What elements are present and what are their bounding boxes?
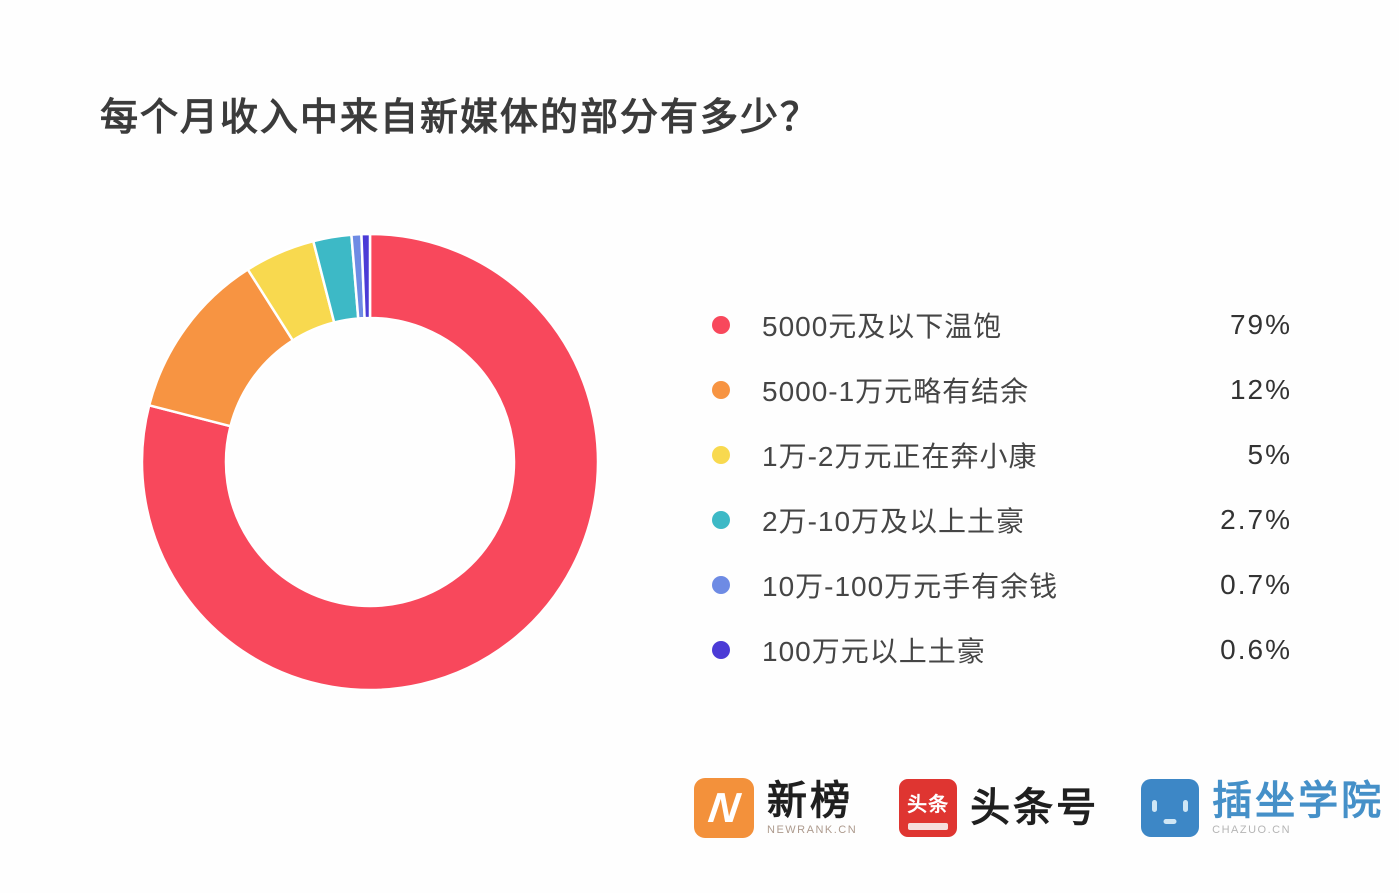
legend-value: 0.6% [1220, 633, 1292, 665]
legend-label: 100万元以上土豪 [762, 635, 986, 667]
chazuo-face-icon [1141, 779, 1200, 837]
legend-value: 0.7% [1220, 568, 1292, 600]
legend-value: 5% [1247, 438, 1292, 470]
chazuo-logo: 插坐学院 CHAZUO.CN [1141, 779, 1384, 837]
legend-label: 5000-1万元略有结余 [762, 375, 1030, 407]
legend-dot-icon [712, 380, 730, 399]
toutiao-strip [907, 823, 949, 830]
legend-label: 1万-2万元正在奔小康 [762, 440, 1038, 472]
toutiao-text: 头条号 [970, 787, 1099, 829]
legend-dot-icon [712, 315, 730, 334]
chazuo-eye-right [1183, 800, 1189, 812]
donut-chart [136, 228, 604, 696]
legend-dot-icon [712, 640, 730, 659]
legend-value: 2.7% [1220, 503, 1292, 535]
footer-logos: N 新榜 NEWRANK.CN 头条 头条号 插坐学院 [694, 778, 1384, 838]
legend-dot-icon [712, 510, 730, 529]
legend-value: 12% [1229, 373, 1292, 405]
newrank-subtext: NEWRANK.CN [767, 824, 858, 836]
toutiao-logo: 头条 头条号 [899, 779, 1099, 837]
legend-item-3: 2万-10万及以上土豪 2.7% [712, 487, 1292, 552]
chart-legend: 5000元及以下温饱 79% 5000-1万元略有结余 12% 1万-2万元正在奔小康 5… [712, 292, 1292, 682]
chart-title: 每个月收入中来自新媒体的部分有多少？ [100, 97, 821, 139]
donut-slice-0 [140, 232, 600, 692]
legend-item-0: 5000元及以下温饱 79% [712, 292, 1292, 357]
chazuo-eye-left [1152, 800, 1158, 812]
legend-label: 5000元及以下温饱 [762, 310, 1003, 342]
newrank-name: 新榜 [767, 779, 853, 823]
chazuo-name: 插坐学院 [1212, 779, 1385, 823]
newrank-n-glyph: N [705, 784, 743, 831]
chazuo-mouth [1163, 819, 1177, 824]
toutiao-glyph: 头条 [907, 794, 950, 816]
chazuo-subtext: CHAZUO.CN [1212, 824, 1292, 836]
donut-slice-5 [360, 232, 372, 320]
toutiao-icon: 头条 [899, 779, 958, 837]
legend-dot-icon [712, 575, 730, 594]
legend-value: 79% [1229, 308, 1292, 340]
legend-label: 10万-100万元手有余钱 [762, 570, 1059, 602]
legend-dot-icon [712, 445, 730, 464]
toutiao-name: 头条号 [970, 786, 1100, 830]
newrank-n-icon: N [694, 778, 754, 838]
newrank-logo: N 新榜 NEWRANK.CN [694, 778, 857, 838]
newrank-text: 新榜 NEWRANK.CN [767, 780, 857, 836]
legend-item-1: 5000-1万元略有结余 12% [712, 357, 1292, 422]
legend-item-5: 100万元以上土豪 0.6% [712, 617, 1292, 682]
legend-item-4: 10万-100万元手有余钱 0.7% [712, 552, 1292, 617]
legend-item-2: 1万-2万元正在奔小康 5% [712, 422, 1292, 487]
legend-label: 2万-10万及以上土豪 [762, 505, 1026, 537]
donut-svg [140, 232, 600, 692]
chazuo-text: 插坐学院 CHAZUO.CN [1212, 780, 1384, 836]
